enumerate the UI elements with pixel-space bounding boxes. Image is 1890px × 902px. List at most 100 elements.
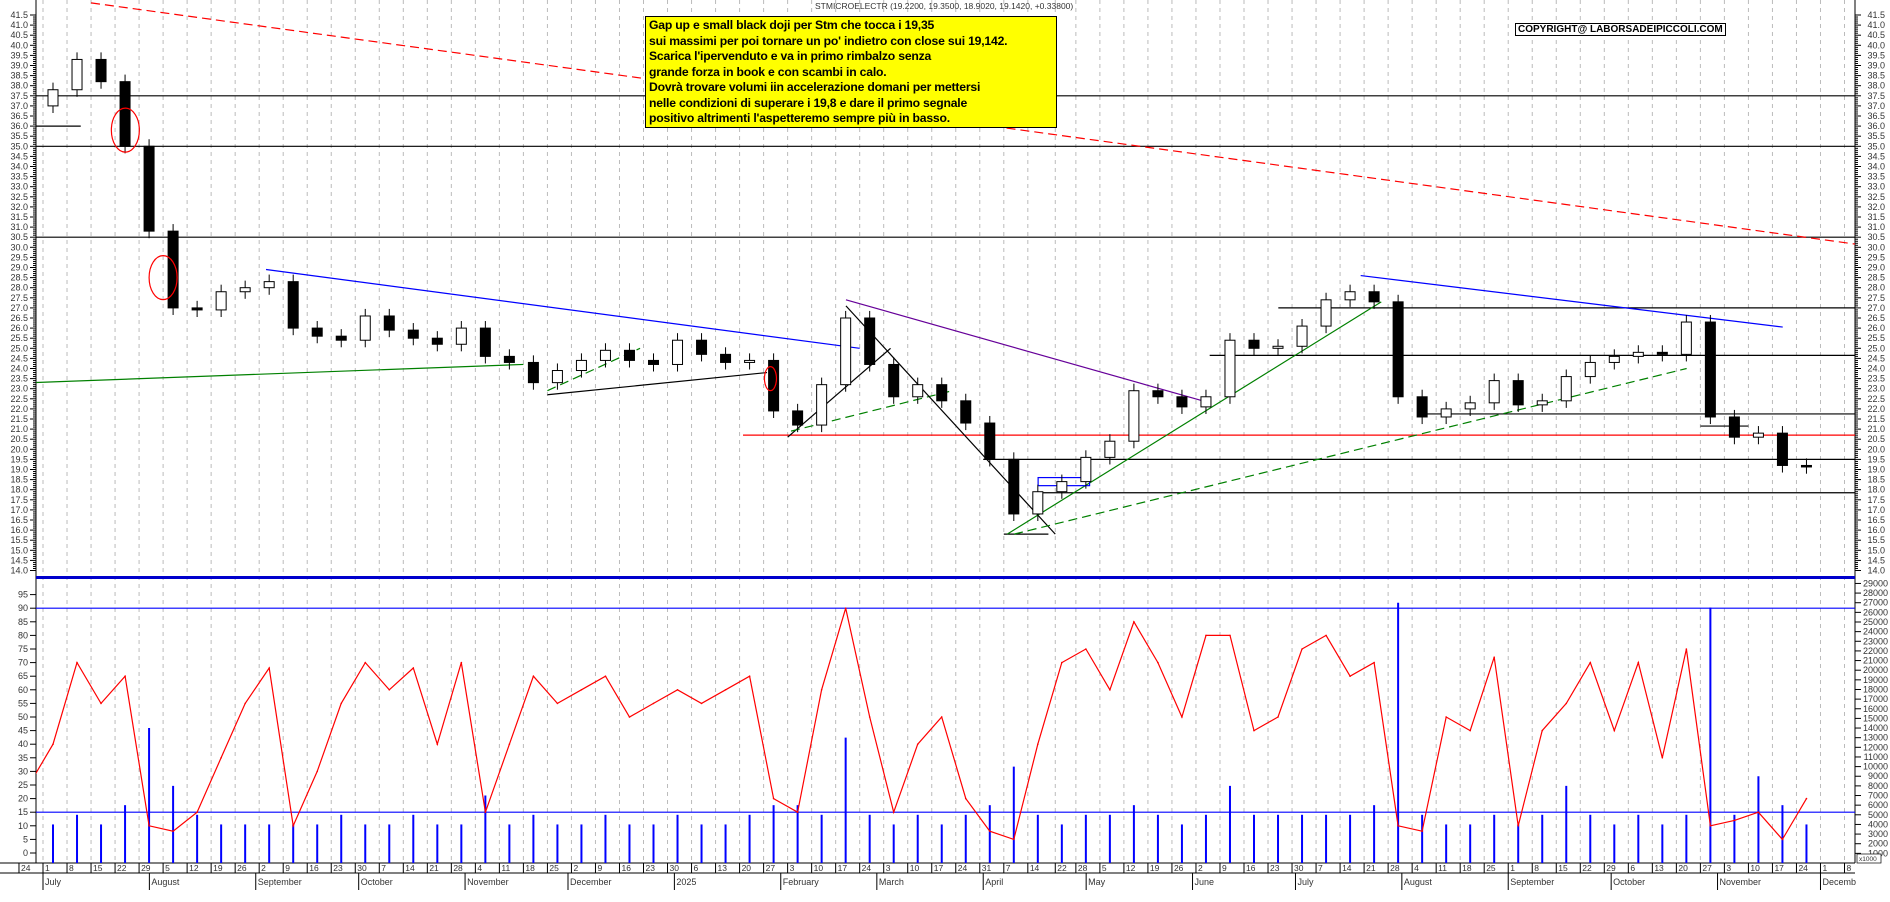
note-line: grande forza in book e con scambi in cal… bbox=[649, 64, 887, 79]
price-axis-label: 34.0 bbox=[1867, 162, 1885, 172]
oscillator-point bbox=[1133, 621, 1135, 623]
month-label: November bbox=[1720, 877, 1762, 887]
price-panel bbox=[36, 2, 1855, 535]
price-axis-label: 21.5 bbox=[10, 414, 28, 424]
candle-body bbox=[1416, 396, 1428, 418]
trendline bbox=[1360, 274, 1783, 328]
candle bbox=[816, 377, 828, 433]
candle-body bbox=[47, 89, 59, 107]
candle bbox=[1680, 314, 1692, 362]
oscillator-point bbox=[1757, 811, 1760, 813]
candle bbox=[527, 355, 539, 390]
candle-body bbox=[215, 291, 227, 311]
x-tick-label: 7 bbox=[381, 863, 386, 873]
candle bbox=[888, 357, 900, 404]
candle bbox=[1464, 395, 1476, 416]
candle bbox=[143, 139, 155, 239]
candle-body bbox=[263, 281, 275, 289]
x-tick-label: 18 bbox=[525, 863, 535, 873]
candle bbox=[47, 82, 59, 113]
x-tick-label: 16 bbox=[309, 863, 319, 873]
volume-axis-label: 11000 bbox=[1864, 752, 1888, 762]
oscillator-point bbox=[1637, 661, 1640, 664]
trendline bbox=[845, 299, 1210, 404]
oscillator-point bbox=[460, 661, 463, 664]
x-tick-label: 20 bbox=[1678, 863, 1688, 873]
candle-body bbox=[816, 384, 828, 426]
candle-body bbox=[191, 307, 203, 311]
candle-body bbox=[912, 384, 924, 398]
price-axis-label: 29.0 bbox=[1867, 263, 1885, 273]
oscillator-axis-label: 95 bbox=[18, 590, 28, 600]
price-axis-label: 18.0 bbox=[1867, 485, 1885, 495]
oscillator-point bbox=[1445, 716, 1447, 718]
oscillator-point bbox=[796, 811, 799, 813]
oscillator-point bbox=[1685, 648, 1688, 650]
candle-body bbox=[431, 337, 443, 345]
volume-axis-label: 3000 bbox=[1868, 829, 1888, 839]
candle bbox=[648, 353, 659, 372]
candle-body bbox=[792, 410, 804, 426]
oscillator-axis-label: 15 bbox=[18, 807, 28, 817]
x-tick-label: 9 bbox=[597, 863, 602, 873]
candle-body bbox=[1008, 458, 1020, 515]
price-axis-label: 23.0 bbox=[1867, 384, 1885, 394]
candle-body bbox=[720, 353, 732, 363]
analysis-note: Gap up e small black doji per Stm che to… bbox=[645, 16, 1057, 128]
candle bbox=[1584, 355, 1596, 384]
candle bbox=[1056, 474, 1068, 499]
candle-body bbox=[143, 145, 155, 232]
x-tick-label: 23 bbox=[646, 863, 656, 873]
candle-body bbox=[599, 349, 611, 361]
x-tick-label: 17 bbox=[1774, 863, 1784, 873]
candle bbox=[287, 274, 299, 336]
candle bbox=[1224, 333, 1236, 404]
x-tick-label: 1 bbox=[45, 863, 50, 873]
month-label: December bbox=[570, 877, 612, 887]
oscillator-point bbox=[1733, 819, 1736, 822]
candle bbox=[1392, 294, 1404, 404]
x-tick-label: 2 bbox=[261, 863, 266, 873]
candle bbox=[1728, 409, 1740, 445]
candle bbox=[71, 52, 83, 97]
x-tick-label: 14 bbox=[1342, 863, 1352, 873]
oscillator-point bbox=[700, 702, 703, 705]
trendline bbox=[845, 305, 1056, 535]
oscillator-point bbox=[148, 825, 150, 827]
volume-axis-label: 17000 bbox=[1863, 694, 1888, 704]
oscillator-point bbox=[1157, 661, 1159, 664]
price-axis-label: 14.5 bbox=[1867, 555, 1885, 565]
x-tick-label: 25 bbox=[1486, 863, 1496, 873]
oscillator-point bbox=[652, 702, 655, 705]
oscillator-point bbox=[748, 675, 751, 677]
oscillator-point bbox=[172, 830, 174, 833]
x-tick-label: 16 bbox=[621, 863, 631, 873]
price-axis-label: 36.5 bbox=[1867, 111, 1885, 121]
candle-body bbox=[768, 359, 780, 412]
x-tick-label: 31 bbox=[982, 863, 992, 873]
candle-body bbox=[1536, 400, 1548, 406]
oscillator-point bbox=[1181, 716, 1183, 718]
x-tick-label: 24 bbox=[958, 863, 968, 873]
oscillator-point bbox=[484, 811, 487, 813]
oscillator-axis-label: 90 bbox=[18, 603, 28, 613]
candle bbox=[167, 224, 179, 315]
x-tick-label: 8 bbox=[1847, 863, 1852, 873]
oscillator-point bbox=[244, 702, 246, 705]
oscillator-point bbox=[1397, 825, 1399, 827]
candle-body bbox=[1032, 491, 1044, 515]
volume-axis-label: 14000 bbox=[1863, 723, 1888, 733]
candle-body bbox=[527, 361, 539, 384]
volume-axis-label: 1000 bbox=[1868, 848, 1888, 858]
candle-body bbox=[1128, 390, 1140, 442]
price-axis-label: 28.0 bbox=[10, 283, 28, 293]
x-tick-label: 30 bbox=[1294, 863, 1304, 873]
oscillator-point bbox=[1517, 825, 1520, 827]
candle-body bbox=[1248, 339, 1260, 349]
candle bbox=[575, 353, 587, 378]
x-tick-label: 10 bbox=[1750, 863, 1760, 873]
candle bbox=[960, 393, 972, 431]
candle-body bbox=[1464, 402, 1476, 410]
price-axis-label: 28.5 bbox=[10, 273, 28, 283]
candle bbox=[407, 323, 419, 346]
